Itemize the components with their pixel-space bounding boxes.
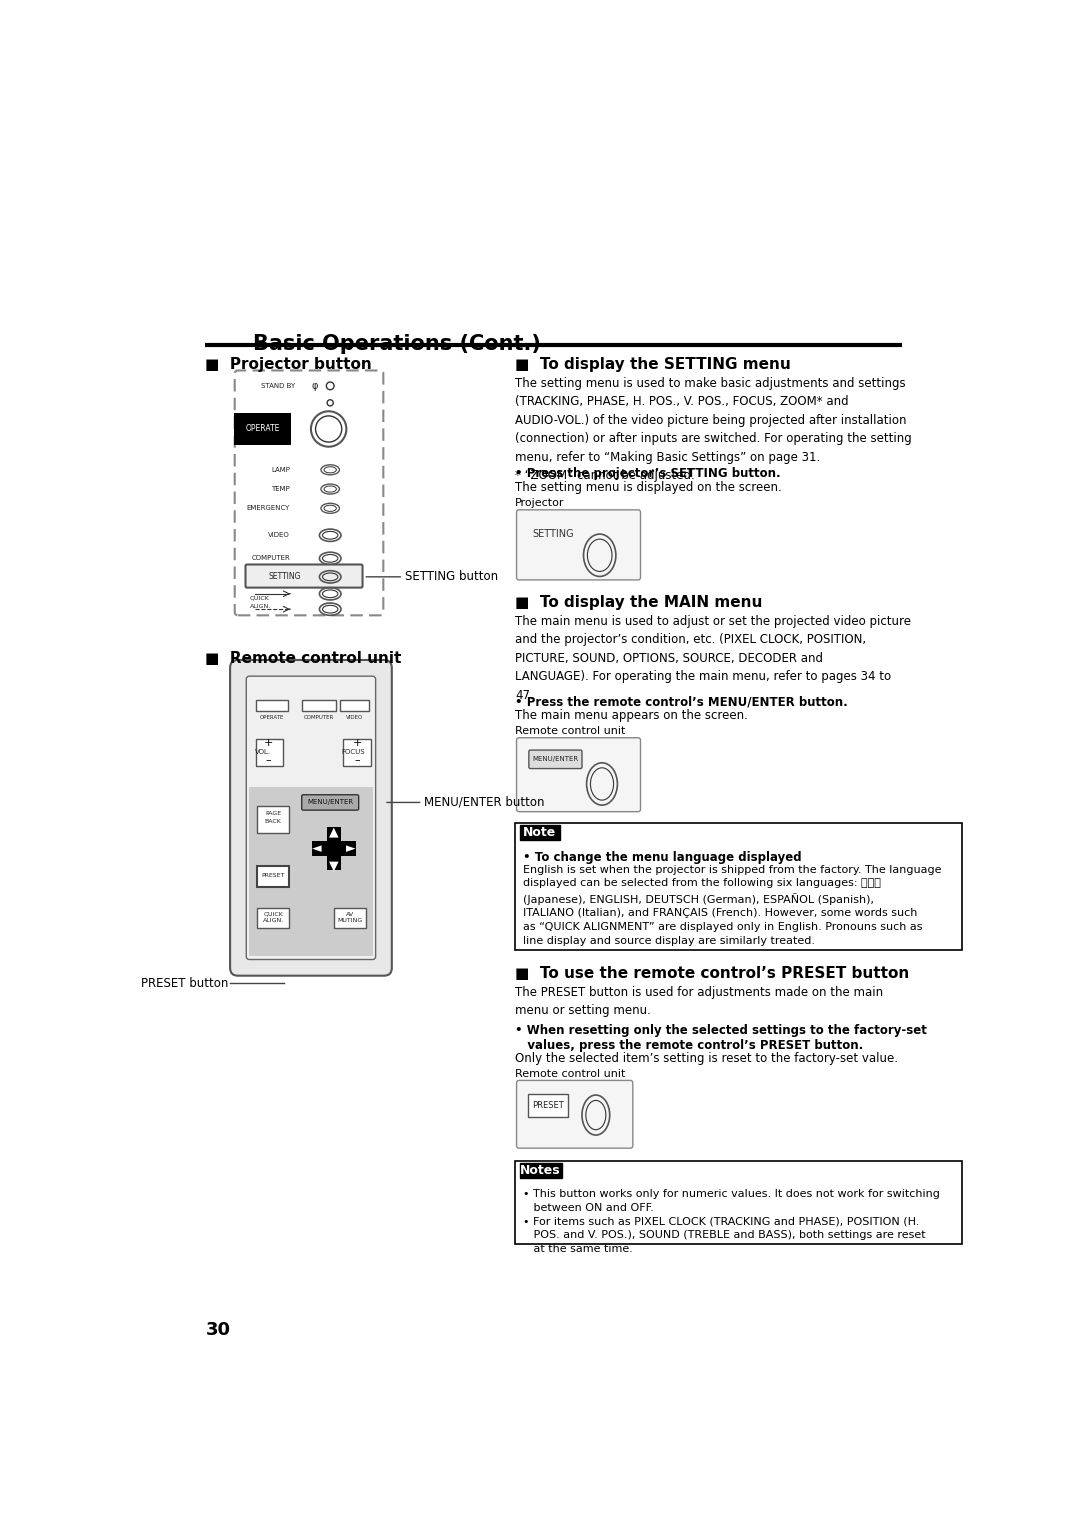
Text: PRESET button: PRESET button <box>141 976 229 990</box>
Text: 30: 30 <box>205 1322 230 1340</box>
Text: BACK: BACK <box>265 819 282 824</box>
Text: φ: φ <box>311 380 318 391</box>
Text: Notes: Notes <box>521 1164 561 1177</box>
Bar <box>515 824 961 950</box>
Text: Only the selected item’s setting is reset to the factory-set value.: Only the selected item’s setting is rese… <box>515 1051 897 1065</box>
Text: ALIGN.: ALIGN. <box>251 604 271 608</box>
Text: SETTING: SETTING <box>269 573 301 581</box>
Text: The main menu is used to adjust or set the projected video picture
and the proje: The main menu is used to adjust or set t… <box>515 614 912 701</box>
Bar <box>256 700 288 711</box>
Text: The setting menu is displayed on the screen.: The setting menu is displayed on the scr… <box>515 481 782 495</box>
Text: OPERATE: OPERATE <box>245 425 280 434</box>
Text: PRESET: PRESET <box>261 872 285 879</box>
Text: MENU/ENTER: MENU/ENTER <box>307 799 353 805</box>
Text: +: + <box>352 738 362 749</box>
Text: TEMP: TEMP <box>271 486 291 492</box>
Text: OPERATE: OPERATE <box>259 715 284 720</box>
Text: SETTING: SETTING <box>532 529 575 539</box>
Bar <box>257 807 289 833</box>
Text: • This button works only for numeric values. It does not work for switching
   b: • This button works only for numeric val… <box>523 1189 940 1213</box>
Bar <box>340 700 369 711</box>
Bar <box>257 865 289 888</box>
Text: VIDEO: VIDEO <box>347 715 364 720</box>
Text: AV
MUTING: AV MUTING <box>338 912 363 923</box>
Bar <box>519 825 559 840</box>
Bar <box>312 842 355 856</box>
Text: QUICK
ALIGN.: QUICK ALIGN. <box>262 912 284 923</box>
Text: QUICK: QUICK <box>251 596 270 601</box>
Text: FOCUS: FOCUS <box>341 749 365 755</box>
Text: ►: ► <box>347 842 355 856</box>
Text: The PRESET button is used for adjustments made on the main
menu or setting menu.: The PRESET button is used for adjustment… <box>515 986 883 1018</box>
Text: +: + <box>264 738 273 749</box>
Text: ■  To display the MAIN menu: ■ To display the MAIN menu <box>515 594 762 610</box>
Text: –: – <box>354 755 360 766</box>
Text: Projector: Projector <box>515 498 565 509</box>
Text: ◄: ◄ <box>312 842 322 856</box>
Text: • To change the menu language displayed: • To change the menu language displayed <box>523 851 801 863</box>
FancyBboxPatch shape <box>516 510 640 581</box>
FancyBboxPatch shape <box>246 677 376 960</box>
Text: Basic Operations (Cont.): Basic Operations (Cont.) <box>253 333 541 353</box>
Bar <box>301 700 336 711</box>
Bar <box>528 1094 568 1117</box>
FancyBboxPatch shape <box>245 564 363 588</box>
Text: VIDEO: VIDEO <box>269 532 291 538</box>
Text: VOL.: VOL. <box>255 749 271 755</box>
Text: MENU/ENTER: MENU/ENTER <box>532 756 578 762</box>
Text: ■  To display the SETTING menu: ■ To display the SETTING menu <box>515 356 791 371</box>
Text: • When resetting only the selected settings to the factory-set
   values, press : • When resetting only the selected setti… <box>515 1024 927 1053</box>
Text: • For items such as PIXEL CLOCK (TRACKING and PHASE), POSITION (H.
   POS. and V: • For items such as PIXEL CLOCK (TRACKIN… <box>523 1216 926 1254</box>
FancyBboxPatch shape <box>516 1080 633 1148</box>
Text: –: – <box>266 755 271 766</box>
Text: English is set when the projector is shipped from the factory. The language
disp: English is set when the projector is shi… <box>523 865 941 946</box>
Text: ▲: ▲ <box>329 825 339 839</box>
Text: ▼: ▼ <box>329 859 339 872</box>
Text: MENU/ENTER button: MENU/ENTER button <box>424 796 544 808</box>
Text: PAGE: PAGE <box>266 811 281 816</box>
Bar <box>249 787 373 957</box>
Bar <box>327 827 341 871</box>
Bar <box>519 1163 562 1178</box>
Text: COMPUTER: COMPUTER <box>303 715 334 720</box>
Text: SETTING button: SETTING button <box>405 570 498 584</box>
Text: STAND BY: STAND BY <box>261 384 295 388</box>
Text: EMERGENCY: EMERGENCY <box>247 506 291 512</box>
Text: Note: Note <box>523 827 556 839</box>
FancyBboxPatch shape <box>230 660 392 976</box>
Bar <box>343 738 372 766</box>
FancyBboxPatch shape <box>301 795 359 810</box>
Text: ■  Projector button: ■ Projector button <box>205 356 373 371</box>
Text: Remote control unit: Remote control unit <box>515 726 625 736</box>
Bar <box>515 1161 961 1244</box>
Text: ■  Remote control unit: ■ Remote control unit <box>205 651 402 666</box>
FancyBboxPatch shape <box>529 750 582 769</box>
FancyBboxPatch shape <box>516 738 640 811</box>
Text: LAMP: LAMP <box>271 466 291 472</box>
Text: The setting menu is used to make basic adjustments and settings
(TRACKING, PHASE: The setting menu is used to make basic a… <box>515 376 912 483</box>
Text: COMPUTER: COMPUTER <box>252 555 291 561</box>
Text: • Press the remote control’s MENU/ENTER button.: • Press the remote control’s MENU/ENTER … <box>515 695 848 709</box>
Bar <box>257 908 289 927</box>
Text: Remote control unit: Remote control unit <box>515 1070 625 1079</box>
Text: • Press the projector’s SETTING button.: • Press the projector’s SETTING button. <box>515 468 781 480</box>
Bar <box>334 908 366 927</box>
Bar <box>256 738 283 766</box>
Text: ■  To use the remote control’s PRESET button: ■ To use the remote control’s PRESET but… <box>515 966 909 981</box>
Text: The main menu appears on the screen.: The main menu appears on the screen. <box>515 709 747 723</box>
FancyBboxPatch shape <box>234 370 383 616</box>
Text: PRESET: PRESET <box>532 1102 564 1111</box>
